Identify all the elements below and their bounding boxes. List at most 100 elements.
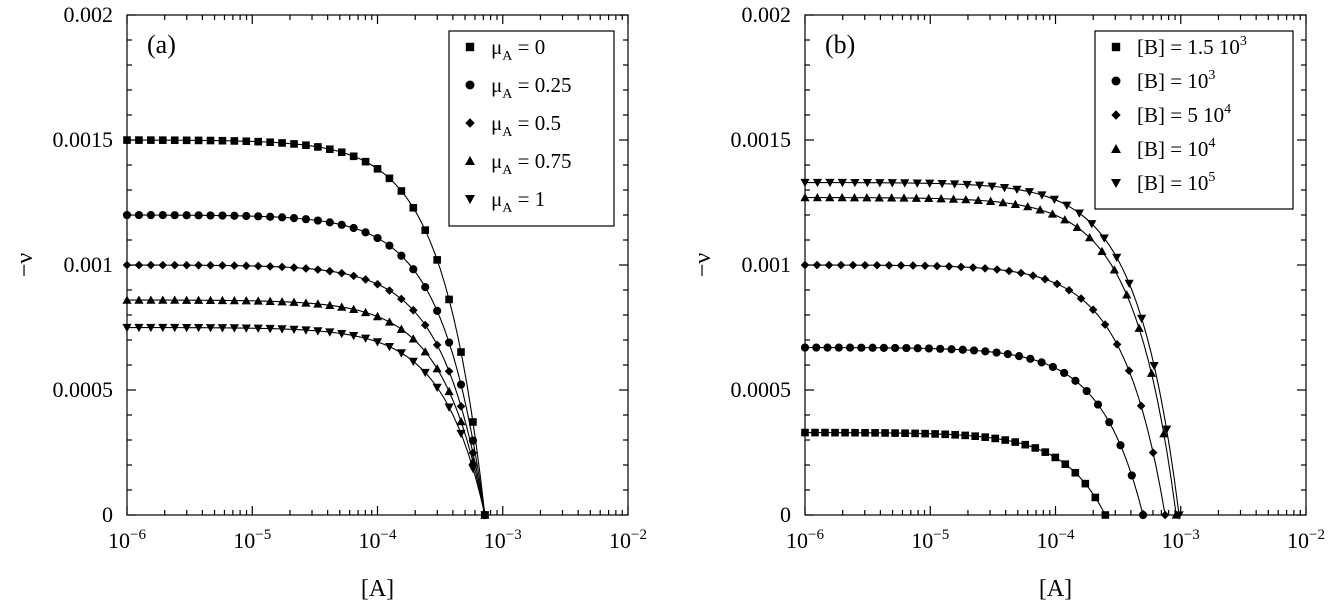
data-point bbox=[1051, 453, 1060, 462]
data-point bbox=[396, 324, 406, 333]
data-point bbox=[951, 430, 959, 439]
data-point bbox=[241, 324, 251, 333]
data-point bbox=[134, 260, 144, 270]
legend-marker bbox=[1111, 110, 1121, 120]
data-point bbox=[170, 295, 180, 304]
data-point bbox=[480, 511, 490, 520]
series-curve bbox=[804, 432, 1106, 516]
data-point bbox=[373, 233, 382, 243]
data-point bbox=[241, 296, 251, 305]
data-point bbox=[1014, 352, 1024, 361]
data-point bbox=[986, 196, 996, 205]
legend-entry-label: [B] = 1.5 103 bbox=[1137, 34, 1247, 59]
data-point bbox=[1041, 448, 1050, 456]
data-point bbox=[265, 296, 275, 305]
data-point bbox=[194, 211, 203, 220]
legend-entry-label: [B] = 5 104 bbox=[1137, 102, 1231, 127]
data-point bbox=[1100, 320, 1110, 329]
data-point bbox=[302, 141, 310, 150]
data-point bbox=[962, 180, 972, 190]
data-point bbox=[857, 343, 866, 352]
legend-entry-label: μA = 0.5 bbox=[491, 111, 561, 140]
data-point bbox=[217, 295, 228, 305]
data-point bbox=[941, 430, 949, 439]
data-point bbox=[998, 197, 1008, 207]
data-point bbox=[1091, 493, 1100, 502]
data-point bbox=[277, 262, 287, 272]
data-point bbox=[384, 342, 395, 352]
legend-box bbox=[1094, 30, 1294, 210]
data-point bbox=[278, 139, 286, 147]
data-point bbox=[1081, 479, 1090, 488]
data-point bbox=[265, 262, 275, 271]
series-1 bbox=[123, 136, 489, 519]
data-point bbox=[1061, 460, 1070, 468]
legend-entry-label: μA = 0 bbox=[491, 35, 545, 64]
data-point bbox=[313, 216, 322, 225]
data-point bbox=[253, 324, 263, 333]
data-point bbox=[277, 325, 287, 334]
data-point bbox=[1124, 366, 1134, 376]
series-5 bbox=[800, 178, 1184, 520]
data-point bbox=[1035, 205, 1045, 214]
data-point bbox=[373, 279, 382, 289]
data-point bbox=[409, 265, 418, 274]
data-point bbox=[1116, 441, 1125, 450]
data-point bbox=[313, 299, 323, 308]
data-point bbox=[968, 263, 978, 272]
data-point bbox=[902, 343, 911, 353]
data-point bbox=[158, 295, 168, 304]
data-point bbox=[891, 429, 899, 437]
data-point bbox=[1024, 188, 1035, 197]
data-point bbox=[182, 136, 191, 145]
data-point bbox=[920, 261, 930, 271]
x-tick-label: 10−6 bbox=[108, 527, 146, 553]
data-point bbox=[1010, 199, 1020, 208]
x-axis-title: [A] bbox=[1039, 576, 1072, 602]
data-point bbox=[349, 271, 358, 281]
data-point bbox=[1040, 274, 1050, 284]
data-point bbox=[266, 212, 275, 221]
data-point bbox=[266, 138, 274, 147]
data-point bbox=[456, 402, 466, 411]
data-point bbox=[974, 181, 985, 190]
data-point bbox=[122, 210, 132, 220]
y-axis-title: −ν bbox=[690, 253, 716, 278]
data-point bbox=[444, 338, 454, 347]
data-point bbox=[242, 211, 251, 221]
data-point bbox=[868, 343, 877, 352]
data-point bbox=[1031, 444, 1040, 452]
data-point bbox=[421, 283, 430, 292]
data-point bbox=[193, 295, 204, 304]
data-point bbox=[146, 295, 156, 304]
data-point bbox=[456, 429, 466, 439]
data-point bbox=[468, 457, 478, 466]
data-point bbox=[936, 194, 946, 203]
data-point bbox=[135, 136, 143, 144]
data-point bbox=[289, 297, 299, 306]
data-point bbox=[884, 261, 894, 270]
data-point bbox=[825, 192, 835, 202]
data-point bbox=[194, 136, 203, 145]
data-point bbox=[924, 193, 934, 203]
data-point bbox=[1026, 354, 1035, 363]
data-point bbox=[146, 211, 155, 220]
data-point bbox=[901, 429, 909, 437]
panel-label: (a) bbox=[147, 30, 176, 59]
data-point bbox=[469, 418, 477, 426]
data-point bbox=[1071, 468, 1080, 477]
data-point bbox=[384, 317, 395, 326]
data-point bbox=[468, 448, 478, 458]
data-point bbox=[1064, 285, 1074, 295]
data-point bbox=[1088, 305, 1098, 315]
data-point bbox=[1060, 215, 1070, 224]
data-point bbox=[361, 157, 370, 166]
data-point bbox=[373, 165, 382, 173]
data-point bbox=[845, 343, 855, 352]
data-point bbox=[182, 295, 192, 304]
data-point bbox=[811, 428, 819, 437]
data-point bbox=[457, 348, 465, 356]
data-point bbox=[908, 261, 918, 270]
data-point bbox=[242, 137, 251, 146]
data-point bbox=[158, 323, 168, 333]
